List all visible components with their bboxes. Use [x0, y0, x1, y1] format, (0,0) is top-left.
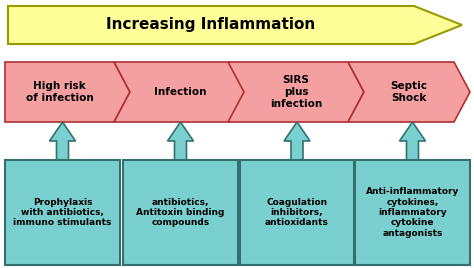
Bar [5, 160, 120, 265]
Text: Coagulation
inhibitors,
antioxidants: Coagulation inhibitors, antioxidants [265, 198, 329, 228]
Text: Anti-inflammatory
cytokines,
inflammatory
cytokine
antagonists: Anti-inflammatory cytokines, inflammator… [366, 187, 459, 238]
Polygon shape [8, 6, 462, 44]
Text: Septic
Shock: Septic Shock [391, 81, 428, 103]
Polygon shape [49, 122, 75, 160]
Text: Increasing Inflammation: Increasing Inflammation [106, 17, 316, 32]
Bar [355, 160, 470, 265]
Polygon shape [400, 122, 426, 160]
Text: Infection: Infection [154, 87, 206, 97]
Bar [123, 160, 238, 265]
Text: SIRS
plus
infection: SIRS plus infection [270, 75, 322, 109]
Text: High risk
of infection: High risk of infection [26, 81, 93, 103]
Polygon shape [348, 62, 470, 122]
Bar [240, 160, 354, 265]
Polygon shape [114, 62, 246, 122]
Polygon shape [167, 122, 193, 160]
Polygon shape [284, 122, 310, 160]
Polygon shape [228, 62, 364, 122]
Text: Prophylaxis
with antibiotics,
immuno stimulants: Prophylaxis with antibiotics, immuno sti… [13, 198, 112, 228]
Polygon shape [5, 62, 130, 122]
Text: antibiotics,
Antitoxin binding
compounds: antibiotics, Antitoxin binding compounds [137, 198, 225, 228]
